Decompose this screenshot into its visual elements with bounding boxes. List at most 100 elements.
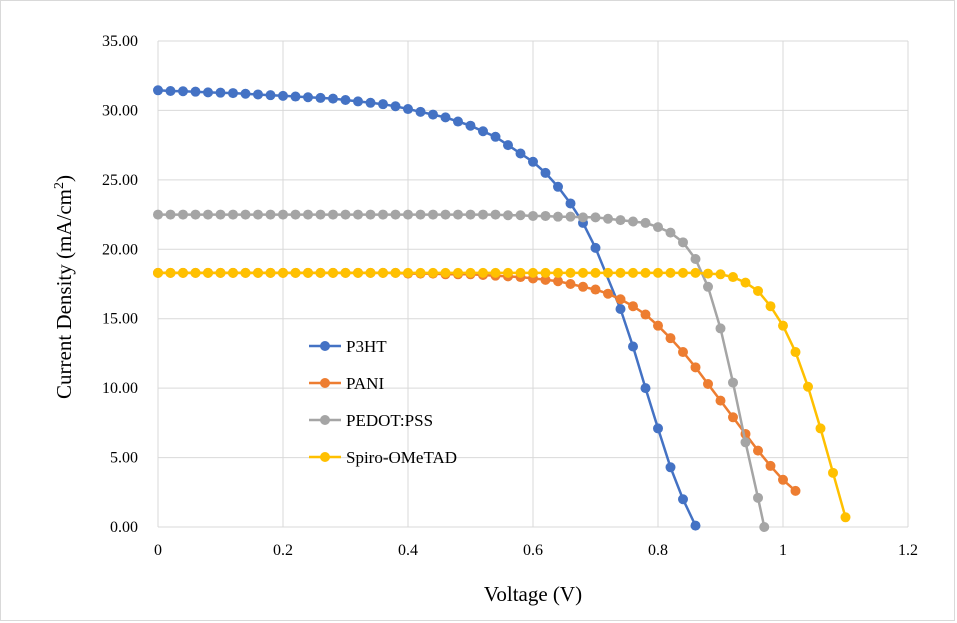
- data-point-pedot-pss: [178, 209, 188, 220]
- data-point-p3ht: [353, 96, 363, 107]
- data-point-pani: [703, 378, 713, 389]
- legend: P3HT PANI PEDOT:PSS Spiro-OMeTAD: [309, 337, 457, 467]
- data-point-p3ht: [290, 91, 301, 102]
- data-point-pedot-pss: [753, 492, 763, 503]
- data-point-p3ht: [278, 90, 288, 101]
- data-point-spiro-ometad: [315, 267, 326, 278]
- data-point-pedot-pss: [715, 323, 726, 334]
- data-point-p3ht: [165, 85, 176, 96]
- data-point-spiro-ometad: [640, 267, 651, 278]
- data-point-p3ht: [240, 88, 251, 99]
- data-point-spiro-ometad: [440, 267, 451, 278]
- data-point-pani: [765, 460, 776, 471]
- data-point-pedot-pss: [415, 209, 426, 220]
- data-point-spiro-ometad: [528, 267, 538, 278]
- legend-label: PANI: [346, 374, 384, 393]
- data-point-pedot-pss: [478, 209, 488, 220]
- y-tick-label: 35.00: [102, 33, 138, 50]
- series-pani: [153, 267, 801, 496]
- legend-label: P3HT: [346, 337, 387, 356]
- data-point-p3ht: [265, 90, 276, 101]
- y-tick-label: 10.00: [102, 380, 138, 397]
- data-point-spiro-ometad: [390, 267, 401, 278]
- data-point-pedot-pss: [303, 209, 313, 220]
- legend-swatch-marker: [320, 341, 330, 351]
- data-point-pedot-pss: [328, 209, 338, 220]
- data-point-pedot-pss: [603, 213, 613, 224]
- data-point-pani: [678, 347, 688, 358]
- data-point-spiro-ometad: [840, 512, 851, 523]
- data-point-p3ht: [590, 242, 601, 253]
- data-point-pani: [565, 279, 576, 289]
- data-point-p3ht: [515, 148, 526, 159]
- data-point-pedot-pss: [153, 209, 163, 220]
- data-point-spiro-ometad: [565, 267, 576, 278]
- data-point-pedot-pss: [590, 212, 601, 223]
- data-point-spiro-ometad: [615, 267, 626, 278]
- data-point-p3ht: [453, 116, 463, 127]
- data-point-spiro-ometad: [478, 267, 488, 278]
- data-point-pani: [690, 362, 701, 373]
- data-point-p3ht: [378, 99, 388, 110]
- data-point-spiro-ometad: [403, 267, 413, 278]
- data-point-pedot-pss: [728, 377, 738, 388]
- data-point-pani: [790, 485, 801, 496]
- series-layer: [153, 85, 851, 532]
- data-point-pedot-pss: [628, 216, 638, 227]
- data-point-spiro-ometad: [228, 267, 238, 278]
- data-point-p3ht: [440, 112, 451, 123]
- data-point-pedot-pss: [440, 209, 451, 220]
- series-p3ht: [153, 85, 701, 531]
- data-point-spiro-ometad: [590, 267, 601, 278]
- data-point-spiro-ometad: [728, 272, 738, 283]
- data-point-spiro-ometad: [215, 267, 226, 278]
- data-point-pedot-pss: [703, 281, 713, 292]
- data-point-pedot-pss: [315, 209, 326, 220]
- data-point-pedot-pss: [540, 210, 551, 221]
- legend-item-pedot-pss: PEDOT:PSS: [309, 411, 433, 430]
- series-pedot-pss: [153, 209, 770, 532]
- data-point-spiro-ometad: [553, 267, 563, 278]
- tick-labels: 0.00 5.00 10.00 15.00 20.00 25.00 30.00 35.00 0 0…: [102, 33, 918, 559]
- data-point-pedot-pss: [203, 209, 213, 220]
- data-point-spiro-ometad: [353, 267, 363, 278]
- data-point-spiro-ometad: [678, 267, 688, 278]
- data-point-spiro-ometad: [715, 269, 726, 280]
- series-line-spiro-ometad: [158, 271, 847, 518]
- data-point-pedot-pss: [490, 209, 501, 220]
- data-point-p3ht: [465, 120, 476, 131]
- data-point-p3ht: [190, 86, 201, 97]
- data-point-pedot-pss: [640, 217, 651, 228]
- data-point-pedot-pss: [253, 209, 263, 220]
- data-point-pedot-pss: [290, 209, 301, 220]
- data-point-spiro-ometad: [653, 267, 663, 278]
- data-point-spiro-ometad: [365, 267, 376, 278]
- data-point-p3ht: [403, 104, 413, 115]
- data-point-spiro-ometad: [465, 267, 476, 278]
- data-point-p3ht: [678, 494, 688, 505]
- data-point-p3ht: [640, 383, 651, 394]
- legend-swatch-marker: [320, 415, 330, 425]
- data-point-spiro-ometad: [490, 267, 501, 278]
- data-point-spiro-ometad: [778, 320, 788, 331]
- data-point-spiro-ometad: [828, 467, 838, 478]
- y-axis-title: Current Density (mA/cm2): [52, 175, 76, 399]
- data-point-pedot-pss: [759, 522, 770, 532]
- x-tick-label: 0.4: [398, 542, 418, 559]
- gridlines: [157, 40, 909, 528]
- data-point-pedot-pss: [228, 209, 238, 220]
- data-point-pedot-pss: [403, 209, 413, 220]
- x-tick-label: 0: [154, 542, 162, 559]
- y-tick-label: 30.00: [102, 102, 138, 119]
- data-point-spiro-ometad: [340, 267, 351, 278]
- data-point-spiro-ometad: [803, 381, 813, 392]
- data-point-pedot-pss: [528, 210, 538, 221]
- data-point-spiro-ometad: [815, 423, 826, 434]
- legend-swatch-marker: [320, 378, 330, 388]
- data-point-p3ht: [390, 101, 401, 112]
- data-point-p3ht: [303, 92, 313, 103]
- data-point-spiro-ometad: [753, 285, 763, 296]
- series-line-pedot-pss: [158, 213, 766, 528]
